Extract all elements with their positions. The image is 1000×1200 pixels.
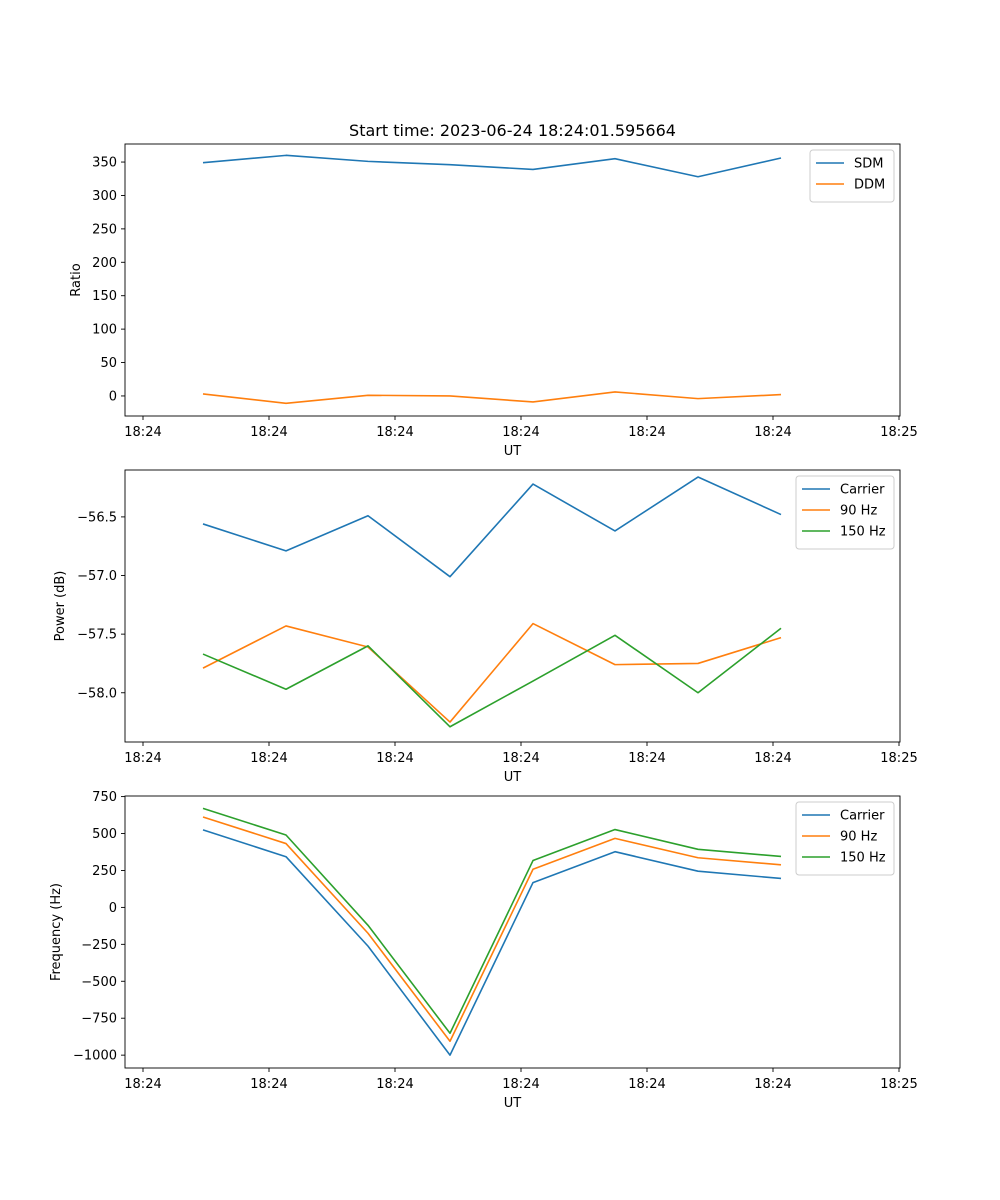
legend-label: DDM xyxy=(854,178,885,193)
x-tick-label: 18:24 xyxy=(754,1077,791,1092)
series-line-90-hz xyxy=(202,622,782,723)
x-tick-label: 18:24 xyxy=(250,1077,287,1092)
x-tick-label: 18:24 xyxy=(376,1077,413,1092)
series-line-150-hz xyxy=(202,627,782,728)
y-axis-label: Power (dB) xyxy=(53,571,68,642)
x-tick-label: 18:24 xyxy=(124,425,161,440)
x-tick-label: 18:24 xyxy=(250,425,287,440)
y-axis-label: Frequency (Hz) xyxy=(49,883,64,981)
x-tick-label: 18:24 xyxy=(250,751,287,766)
y-tick-label: −500 xyxy=(81,975,117,990)
x-tick-label: 18:24 xyxy=(376,425,413,440)
legend-label: 90 Hz xyxy=(840,830,877,845)
legend-label: 150 Hz xyxy=(840,525,886,540)
x-axis-label: UT xyxy=(504,444,522,459)
y-tick-label: 150 xyxy=(92,289,117,304)
legend: Carrier 90 Hz 150 Hz xyxy=(795,475,895,550)
chart-panel-1: Start time: 2023-06-24 18:24:01.595664 18… xyxy=(69,121,918,459)
series-line-150-hz xyxy=(202,807,782,1035)
x-tick-label: 18:24 xyxy=(754,751,791,766)
chart-panel-2: 18:24 18:24 18:24 18:24 18:24 18:24 18:25 −58.0… xyxy=(53,469,918,785)
x-axis-label: UT xyxy=(504,770,522,785)
legend-label: Carrier xyxy=(840,809,885,824)
x-tick-label: 18:24 xyxy=(124,1077,161,1092)
axes-frame xyxy=(124,469,901,743)
y-tick-label: 0 xyxy=(109,389,117,404)
axes-frame xyxy=(124,143,901,417)
y-tick-label: −57.5 xyxy=(77,628,117,643)
legend-label: SDM xyxy=(854,157,883,172)
y-tick-label: 350 xyxy=(92,156,117,171)
y-tick-label: 300 xyxy=(92,189,117,204)
y-tick-label: 500 xyxy=(92,827,117,842)
y-tick-label: 50 xyxy=(100,356,117,371)
chart-title: Start time: 2023-06-24 18:24:01.595664 xyxy=(349,121,676,140)
y-tick-label: −57.0 xyxy=(77,569,117,584)
y-tick-label: −250 xyxy=(81,938,117,953)
legend: SDM DDM xyxy=(809,149,895,203)
legend-label: 90 Hz xyxy=(840,504,877,519)
x-tick-label: 18:24 xyxy=(502,425,539,440)
x-tick-label: 18:24 xyxy=(502,751,539,766)
x-tick-label: 18:24 xyxy=(628,751,665,766)
series-line-ddm xyxy=(202,391,782,405)
axes-frame xyxy=(124,795,901,1069)
y-tick-label: −58.0 xyxy=(77,686,117,701)
x-axis-label: UT xyxy=(504,1096,522,1111)
x-tick-label: 18:24 xyxy=(124,751,161,766)
x-tick-label: 18:25 xyxy=(880,1077,917,1092)
y-tick-label: −1000 xyxy=(73,1049,117,1064)
y-tick-label: −56.5 xyxy=(77,510,117,525)
y-tick-label: 100 xyxy=(92,323,117,338)
x-tick-label: 18:25 xyxy=(880,425,917,440)
x-tick-label: 18:24 xyxy=(376,751,413,766)
y-tick-label: 0 xyxy=(109,901,117,916)
y-tick-label: −750 xyxy=(81,1012,117,1027)
x-tick-label: 18:24 xyxy=(628,1077,665,1092)
y-tick-label: 750 xyxy=(92,790,117,805)
y-tick-label: 200 xyxy=(92,256,117,271)
y-tick-label: 250 xyxy=(92,222,117,237)
series-line-carrier xyxy=(202,829,782,1056)
series-line-carrier xyxy=(202,476,782,578)
series-line-sdm xyxy=(202,154,782,178)
y-axis-label: Ratio xyxy=(69,263,84,296)
x-tick-label: 18:25 xyxy=(880,751,917,766)
x-tick-label: 18:24 xyxy=(502,1077,539,1092)
chart-panel-3: 18:24 18:24 18:24 18:24 18:24 18:24 18:25 −1000… xyxy=(49,790,918,1111)
x-tick-label: 18:24 xyxy=(754,425,791,440)
legend-label: 150 Hz xyxy=(840,851,886,866)
y-tick-label: 250 xyxy=(92,864,117,879)
legend: Carrier 90 Hz 150 Hz xyxy=(795,801,895,876)
legend-label: Carrier xyxy=(840,483,885,498)
x-tick-label: 18:24 xyxy=(628,425,665,440)
series-line-90-hz xyxy=(202,816,782,1043)
